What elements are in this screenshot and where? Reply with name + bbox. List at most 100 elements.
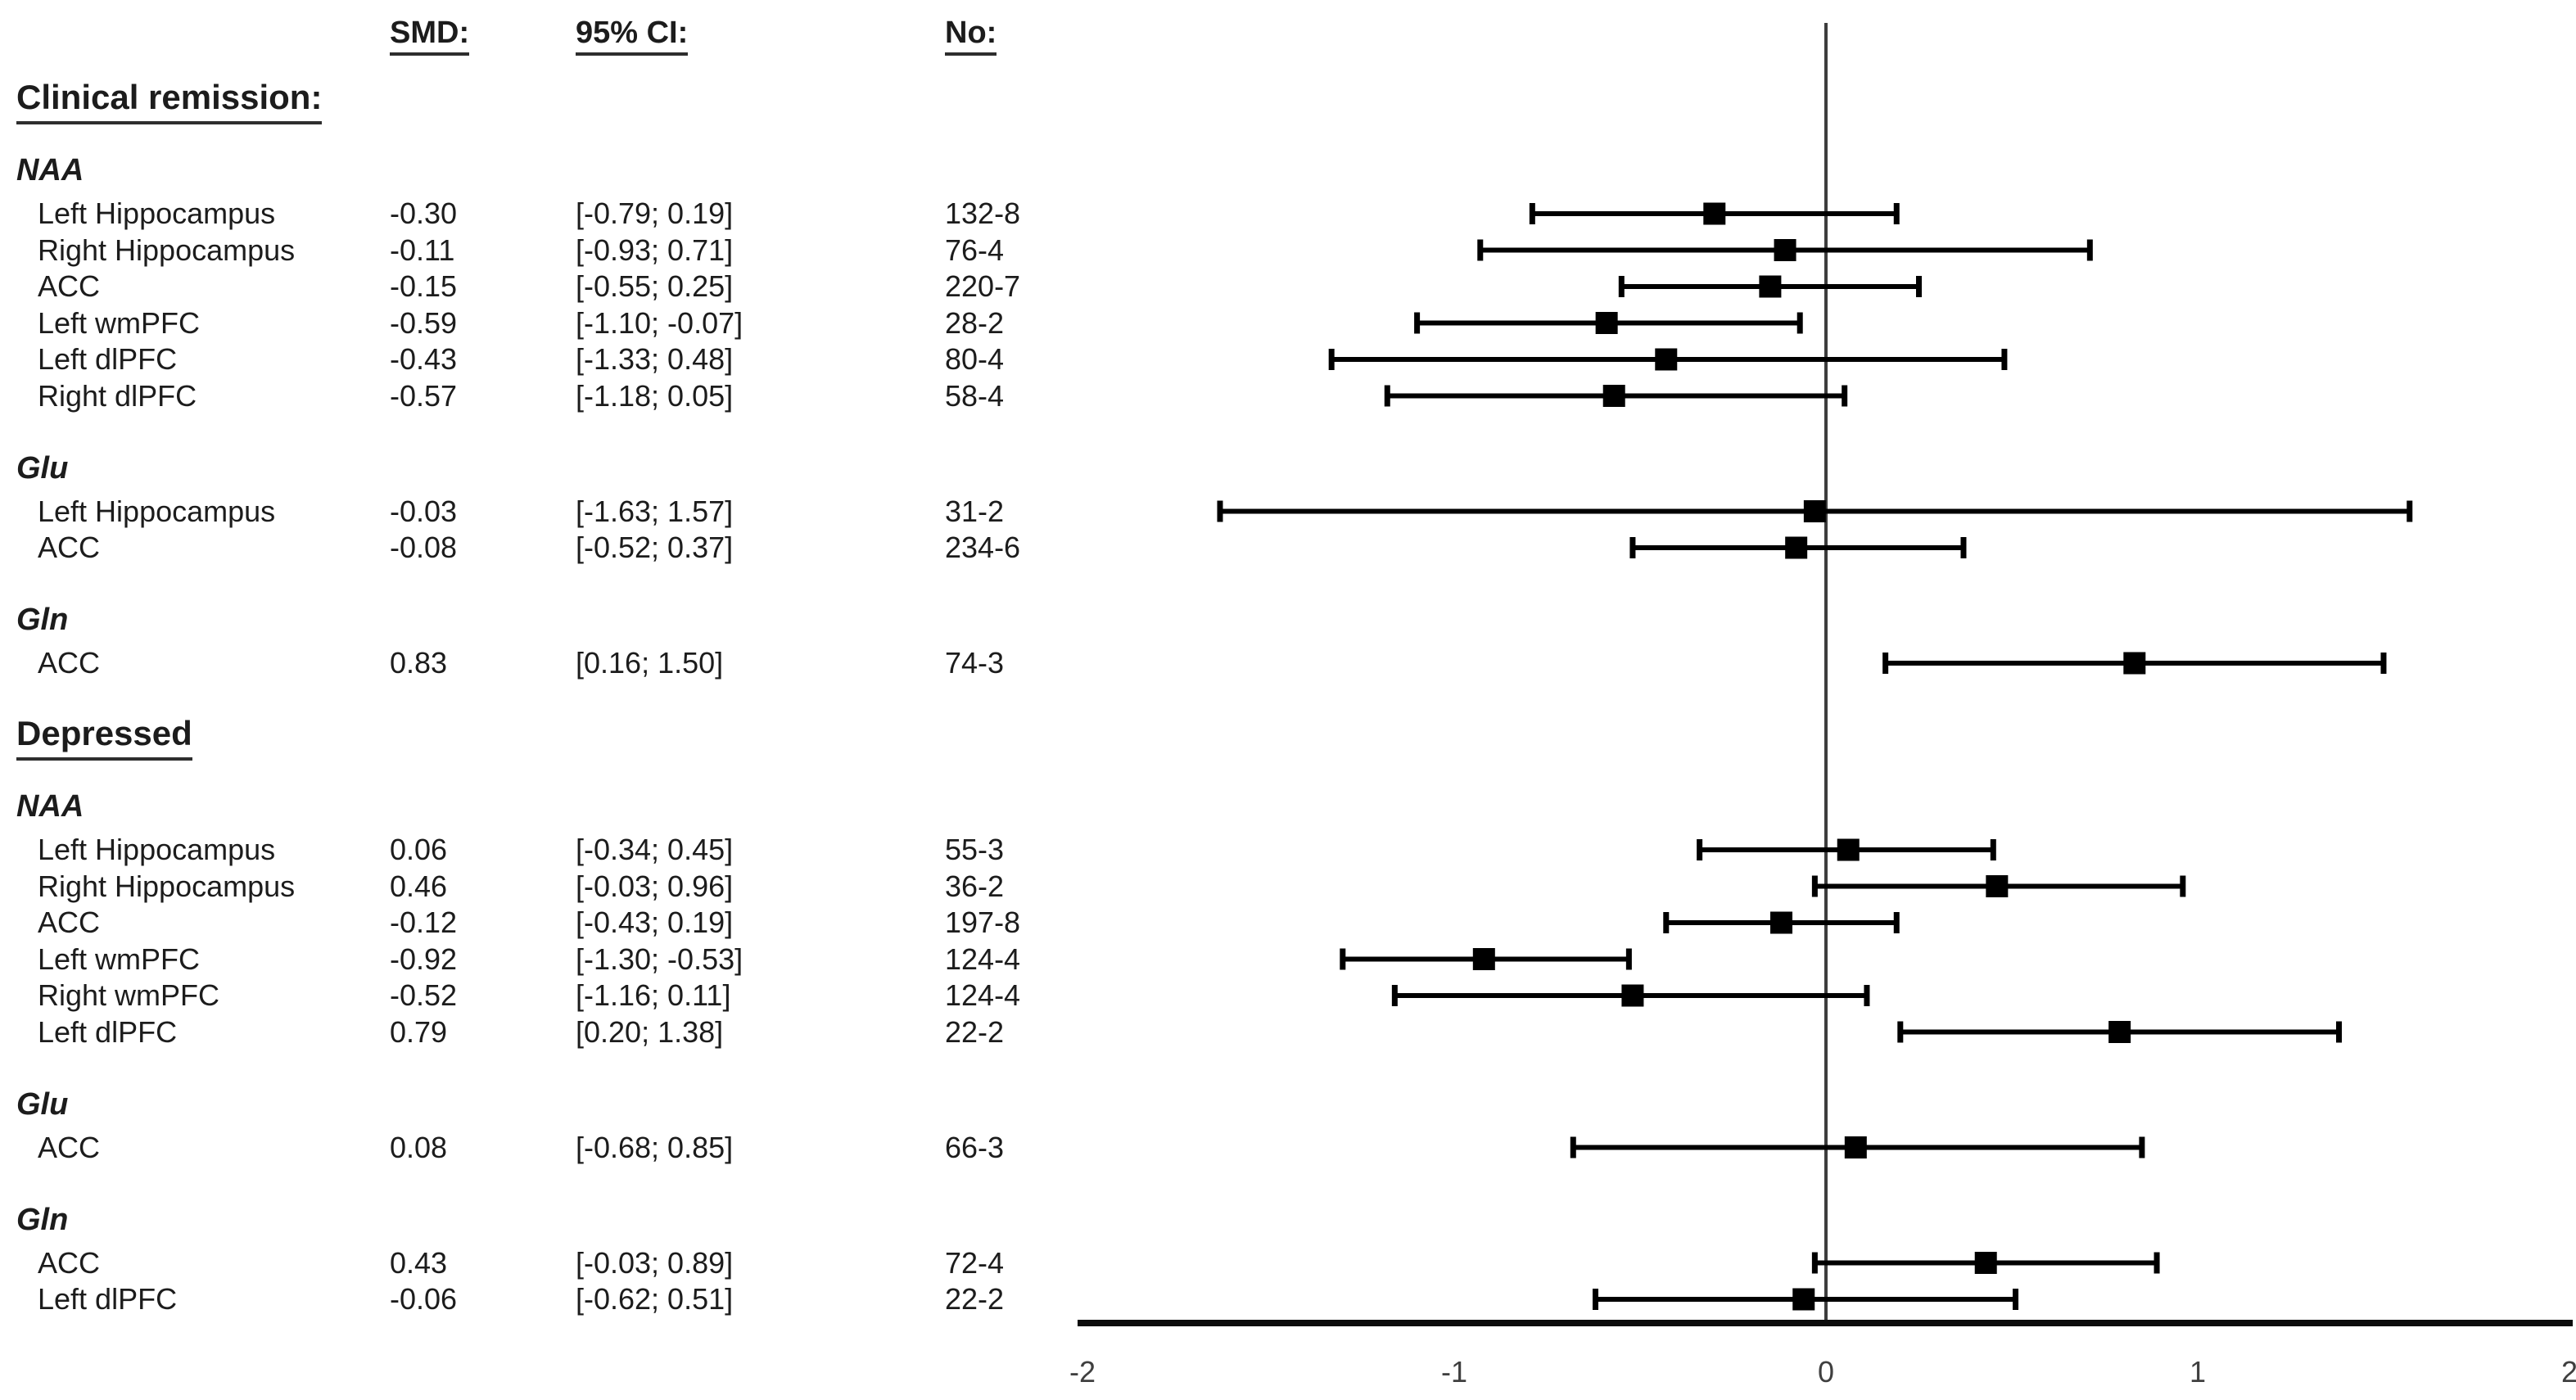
smd-marker — [1803, 500, 1826, 522]
row-ci-value: [-0.43; 0.19] — [576, 905, 734, 939]
ci-cap-right — [1916, 276, 1922, 297]
row-label: Right dlPFC — [38, 378, 197, 413]
row-no-value: 58-4 — [945, 378, 1005, 413]
row-smd-value: -0.12 — [390, 905, 458, 939]
row-ci-value: [-0.93; 0.71] — [576, 233, 734, 267]
row-ci-value: [-0.62; 0.51] — [576, 1282, 734, 1316]
smd-marker — [1774, 239, 1796, 261]
smd-marker — [1595, 312, 1618, 334]
x-axis-line — [1078, 1320, 2573, 1326]
x-axis-tick-label: 2 — [2561, 1355, 2576, 1389]
row-label: Left Hippocampus — [38, 196, 276, 230]
row-ci-value: [-0.34; 0.45] — [576, 833, 734, 866]
ci-cap-right — [2139, 1136, 2145, 1158]
row-ci-value: [-1.16; 0.11] — [576, 978, 731, 1012]
row-ci-value: [-0.79; 0.19] — [576, 196, 734, 230]
ci-cap-left — [1593, 1289, 1599, 1310]
smd-marker — [2123, 652, 2146, 675]
row-label: Left Hippocampus — [38, 494, 276, 528]
row-smd-value: -0.92 — [390, 942, 458, 976]
ci-cap-left — [1529, 203, 1535, 224]
row-label: ACC — [38, 1245, 101, 1280]
row-ci-value: [-0.55; 0.25] — [576, 269, 734, 303]
ci-cap-right — [1990, 839, 1996, 860]
ci-cap-left — [1391, 985, 1398, 1006]
row-smd-value: -0.08 — [390, 531, 458, 564]
row-smd-value: -0.30 — [390, 196, 458, 230]
row-ci-value: [-1.18; 0.05] — [576, 378, 734, 413]
row-smd-value: -0.03 — [390, 494, 458, 528]
row-no-value: 31-2 — [945, 494, 1005, 528]
row-ci-value: [-0.52; 0.37] — [576, 531, 734, 564]
ci-cap-left — [1629, 537, 1636, 558]
row-no-value: 124-4 — [945, 942, 1021, 976]
ci-cap-right — [2180, 875, 2186, 897]
ci-cap-left — [1384, 385, 1390, 407]
row-no-value: 76-4 — [945, 233, 1005, 267]
row-label: Left wmPFC — [38, 942, 201, 976]
smd-marker — [1703, 202, 1726, 225]
row-label: Right Hippocampus — [38, 233, 296, 267]
row-no-value: 197-8 — [945, 905, 1021, 939]
row-label: Left dlPFC — [38, 1282, 178, 1316]
row-smd-value: 0.08 — [390, 1130, 448, 1164]
row-no-value: 28-2 — [945, 305, 1005, 340]
row-label: Right Hippocampus — [38, 869, 296, 903]
ci-cap-right — [1796, 312, 1803, 334]
row-smd-value: 0.06 — [390, 833, 448, 866]
row-smd-value: -0.06 — [390, 1282, 458, 1316]
row-ci-value: [0.20; 1.38] — [576, 1014, 724, 1049]
metabolite-label: Gln — [16, 603, 69, 637]
ci-cap-right — [1893, 203, 1900, 224]
row-smd-value: 0.79 — [390, 1014, 448, 1049]
row-ci-value: [-1.63; 1.57] — [576, 494, 734, 528]
ci-cap-left — [1663, 912, 1670, 933]
row-no-value: 220-7 — [945, 269, 1021, 303]
smd-marker — [2108, 1021, 2131, 1043]
section-title: Clinical remission: — [16, 78, 323, 124]
section-title: Depressed — [16, 714, 192, 761]
ci-cap-left — [1414, 312, 1421, 334]
row-label: ACC — [38, 531, 101, 564]
row-no-value: 66-3 — [945, 1130, 1005, 1164]
ci-cap-right — [2407, 500, 2413, 522]
ci-cap-left — [1340, 948, 1346, 970]
ci-cap-right — [1960, 537, 1967, 558]
row-label: Right wmPFC — [38, 978, 220, 1012]
ci-cap-right — [1625, 948, 1632, 970]
x-axis-tick-label: 0 — [1818, 1355, 1834, 1389]
metabolite-label: Glu — [16, 450, 69, 485]
row-label: ACC — [38, 1130, 101, 1164]
ci-cap-right — [2001, 349, 2008, 370]
smd-marker — [1974, 1252, 1997, 1274]
row-smd-value: -0.59 — [390, 305, 458, 340]
smd-marker — [1837, 838, 1860, 861]
row-smd-value: -0.11 — [390, 233, 455, 267]
row-no-value: 36-2 — [945, 869, 1005, 903]
ci-cap-left — [1328, 349, 1335, 370]
row-label: Left dlPFC — [38, 1014, 178, 1049]
smd-marker — [1472, 948, 1495, 970]
ci-cap-left — [1897, 1021, 1904, 1043]
row-label: ACC — [38, 269, 101, 303]
row-no-value: 72-4 — [945, 1245, 1005, 1280]
smd-marker — [1759, 275, 1782, 298]
row-ci-value: [-0.68; 0.85] — [576, 1130, 734, 1164]
row-label: Left dlPFC — [38, 342, 178, 376]
row-smd-value: 0.83 — [390, 646, 448, 680]
row-smd-value: -0.15 — [390, 269, 458, 303]
ci-cap-right — [1893, 912, 1900, 933]
smd-marker — [1844, 1136, 1867, 1158]
ci-cap-left — [1697, 839, 1703, 860]
row-smd-value: -0.57 — [390, 378, 458, 413]
row-label: ACC — [38, 905, 101, 939]
row-smd-value: -0.43 — [390, 342, 458, 376]
ci-cap-left — [1217, 500, 1223, 522]
column-header-ci: 95% CI: — [576, 15, 689, 56]
ci-cap-left — [1811, 1252, 1818, 1274]
metabolite-label: NAA — [16, 153, 84, 187]
row-no-value: 22-2 — [945, 1282, 1005, 1316]
smd-marker — [1792, 1288, 1815, 1311]
